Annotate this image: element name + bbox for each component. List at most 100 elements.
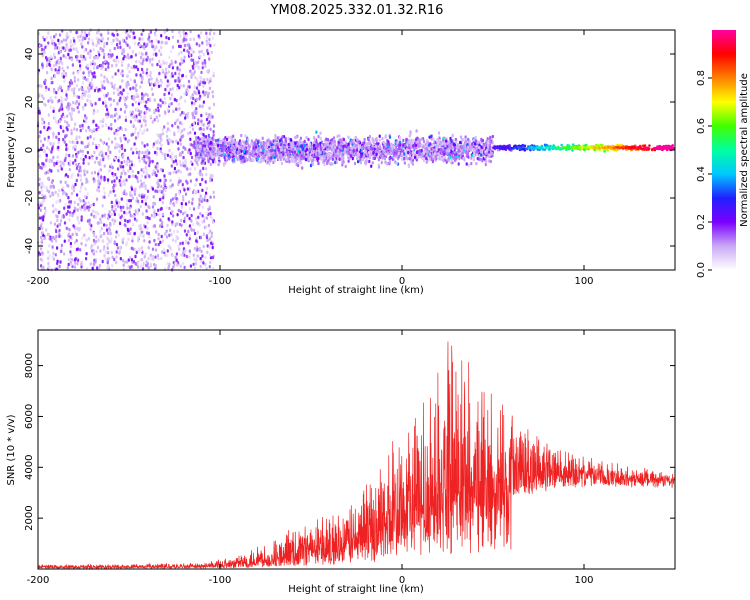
spectrogram-cell [51,39,54,43]
spectrogram-cell [213,43,216,47]
spectrogram-cell [97,185,100,189]
spectrogram-cell [109,53,113,57]
spectrogram-cell [69,213,72,217]
spectrogram-cell [410,138,413,142]
spectrogram-cell [197,80,200,84]
spectrogram-cell [202,127,205,132]
spectrogram-cell [169,245,172,250]
spectrogram-cell [60,96,63,100]
spectrogram-cell [132,214,135,218]
spectrogram-cell [81,205,84,209]
spectrogram-cell [371,161,374,165]
spectrogram-cell [75,135,78,139]
spectrogram-cell [98,97,101,101]
spectrogram-cell [137,131,140,135]
spectrogram-cell [259,145,262,149]
spectrogram-cell [133,217,137,221]
spectrogram-cell [395,152,398,156]
spectrogram-cell [110,41,113,46]
spectrogram-cell [193,247,197,251]
spectrogram-cell [51,255,54,260]
spectrogram-cell [416,155,419,159]
spectrogram-cell [120,63,124,67]
spectrogram-cell [43,137,46,141]
spectrogram-cell [40,185,43,189]
spectrogram-cell [72,161,75,165]
spectrogram-cell [112,33,115,37]
spectrogram-cell [342,160,345,164]
spectrogram-cell [142,70,145,75]
spectrogram-cell [141,61,144,66]
spectrogram-cell [118,179,121,183]
spectrogram-cell [117,92,120,97]
spectrogram-cell [57,131,60,136]
spectrogram-cell [72,224,75,228]
spectrogram-cell [113,131,116,135]
spectrogram-cell [376,147,379,152]
spectrogram-cell [38,191,41,195]
spectrogram-cell [45,228,48,232]
spectrogram-cell [203,59,206,63]
spectrogram-cell [208,237,211,241]
spectrogram-cell [134,118,137,122]
spectrogram-cell [82,76,85,80]
spectrogram-cell [479,149,482,153]
spectrogram-cell [103,254,106,258]
spectrogram-cell [397,155,400,159]
spectrogram-cell [353,161,357,166]
spectrogram-cell [84,187,87,191]
spectrogram-cell [67,146,70,151]
spectrogram-cell [107,213,110,217]
spectrogram-cell [52,251,55,256]
spectrogram-cell [71,213,74,218]
spectrogram-cell [209,127,212,131]
spectrogram-cell [197,118,200,122]
spectrogram-cell [66,209,70,214]
spectrogram-cell [83,30,86,35]
spectrogram-cell [209,256,212,260]
spectrogram-cell [148,205,151,210]
spectrogram-cell [123,148,127,152]
spectrogram-cell [116,38,119,42]
spectrogram-cell [206,94,210,99]
spectrogram-cell [359,160,362,165]
spectrogram-cell [101,49,104,53]
spectrogram-cell [80,54,84,58]
spectrogram-cell [107,238,110,242]
spectrogram-cell [170,93,174,97]
spectrogram-cell [44,164,47,168]
spectrogram-cell [425,154,428,158]
spectrogram-cell [56,224,59,228]
spectrogram-cell [189,96,192,100]
spectrogram-cell [86,170,89,174]
spectrogram-cell [183,48,186,52]
spectrogram-cell [164,67,168,71]
spectrogram-cell [107,126,110,130]
spectrogram-cell [441,157,444,161]
spectrogram-cell [132,260,136,264]
spectrogram-cell [164,87,167,92]
spectrogram-cell [125,178,128,182]
spectrogram-cell [82,71,85,75]
spectrogram-cell [120,180,123,184]
spectrogram-cell [118,251,121,255]
spectrogram-cell [255,138,258,142]
spectrogram-cell [66,114,69,118]
spectrogram-cell [87,162,90,166]
spectrogram-cell [205,35,208,40]
spectrogram-cell [92,141,95,146]
spectrogram-cell [115,242,118,247]
spectrogram-cell [123,210,126,215]
spectrogram-cell [194,75,197,80]
spectrogram-cell [176,125,179,129]
spectrogram-cell [169,87,172,92]
spectrogram-cell [205,112,208,116]
spectrogram-cell [211,90,214,94]
spectrogram-cell [326,138,330,142]
spectrogram-cell [86,144,89,149]
spectrogram-cell [192,50,195,54]
spectrogram-cell [171,35,174,39]
spectrogram-cell [133,79,136,83]
spectrogram-cell [100,67,103,71]
spectrogram-cell [155,38,158,42]
